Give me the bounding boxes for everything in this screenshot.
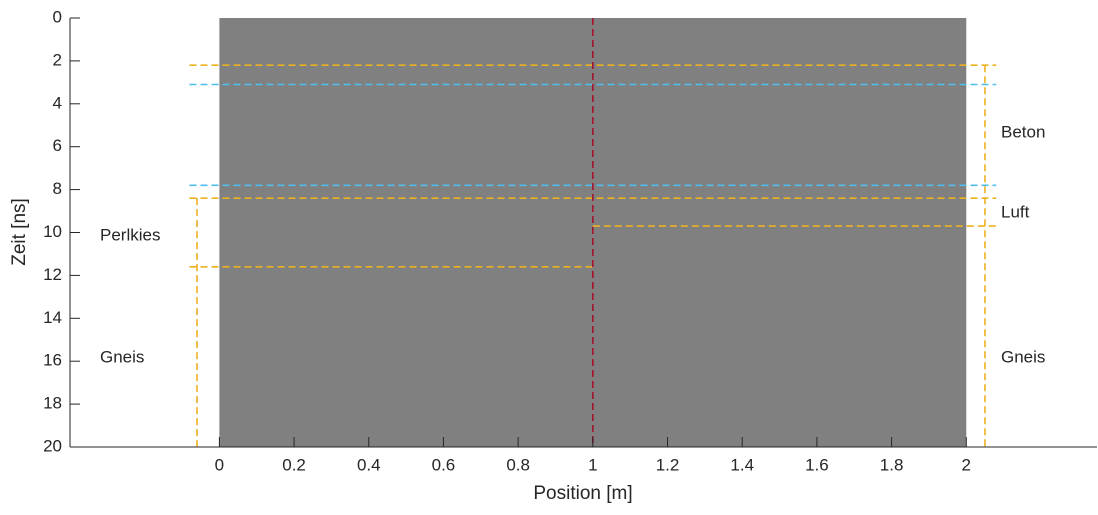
y-axis-label: Zeit [ns]: [9, 198, 30, 266]
y-tick-label: 14: [43, 308, 62, 327]
layer-annotation: Perlkies: [100, 225, 160, 244]
y-tick-label: 4: [53, 93, 62, 112]
y-tick-label: 20: [43, 436, 62, 455]
x-tick-label: 0.6: [432, 455, 456, 474]
x-tick-label: 1.6: [805, 455, 829, 474]
y-tick-label: 10: [43, 222, 62, 241]
x-axis-label: Position [m]: [533, 483, 632, 504]
y-tick-label: 8: [53, 179, 62, 198]
y-tick-label: 18: [43, 394, 62, 413]
x-tick-label: 2: [962, 455, 971, 474]
layer-annotation: Gneis: [100, 347, 144, 366]
x-tick-label: 0.4: [357, 455, 381, 474]
layer-annotation: Beton: [1001, 122, 1045, 141]
y-tick-label: 2: [53, 50, 62, 69]
y-tick-label: 0: [53, 7, 62, 26]
x-tick-label: 1.8: [880, 455, 904, 474]
layer-annotation: Gneis: [1001, 347, 1045, 366]
y-tick-label: 6: [53, 136, 62, 155]
x-tick-label: 1.2: [656, 455, 680, 474]
layer-annotation: Luft: [1001, 202, 1030, 221]
y-tick-label: 16: [43, 351, 62, 370]
x-tick-label: 0.2: [282, 455, 306, 474]
x-tick-label: 0: [215, 455, 224, 474]
x-tick-label: 0.8: [506, 455, 530, 474]
x-tick-label: 1: [588, 455, 597, 474]
y-tick-label: 12: [43, 265, 62, 284]
x-tick-label: 1.4: [730, 455, 754, 474]
